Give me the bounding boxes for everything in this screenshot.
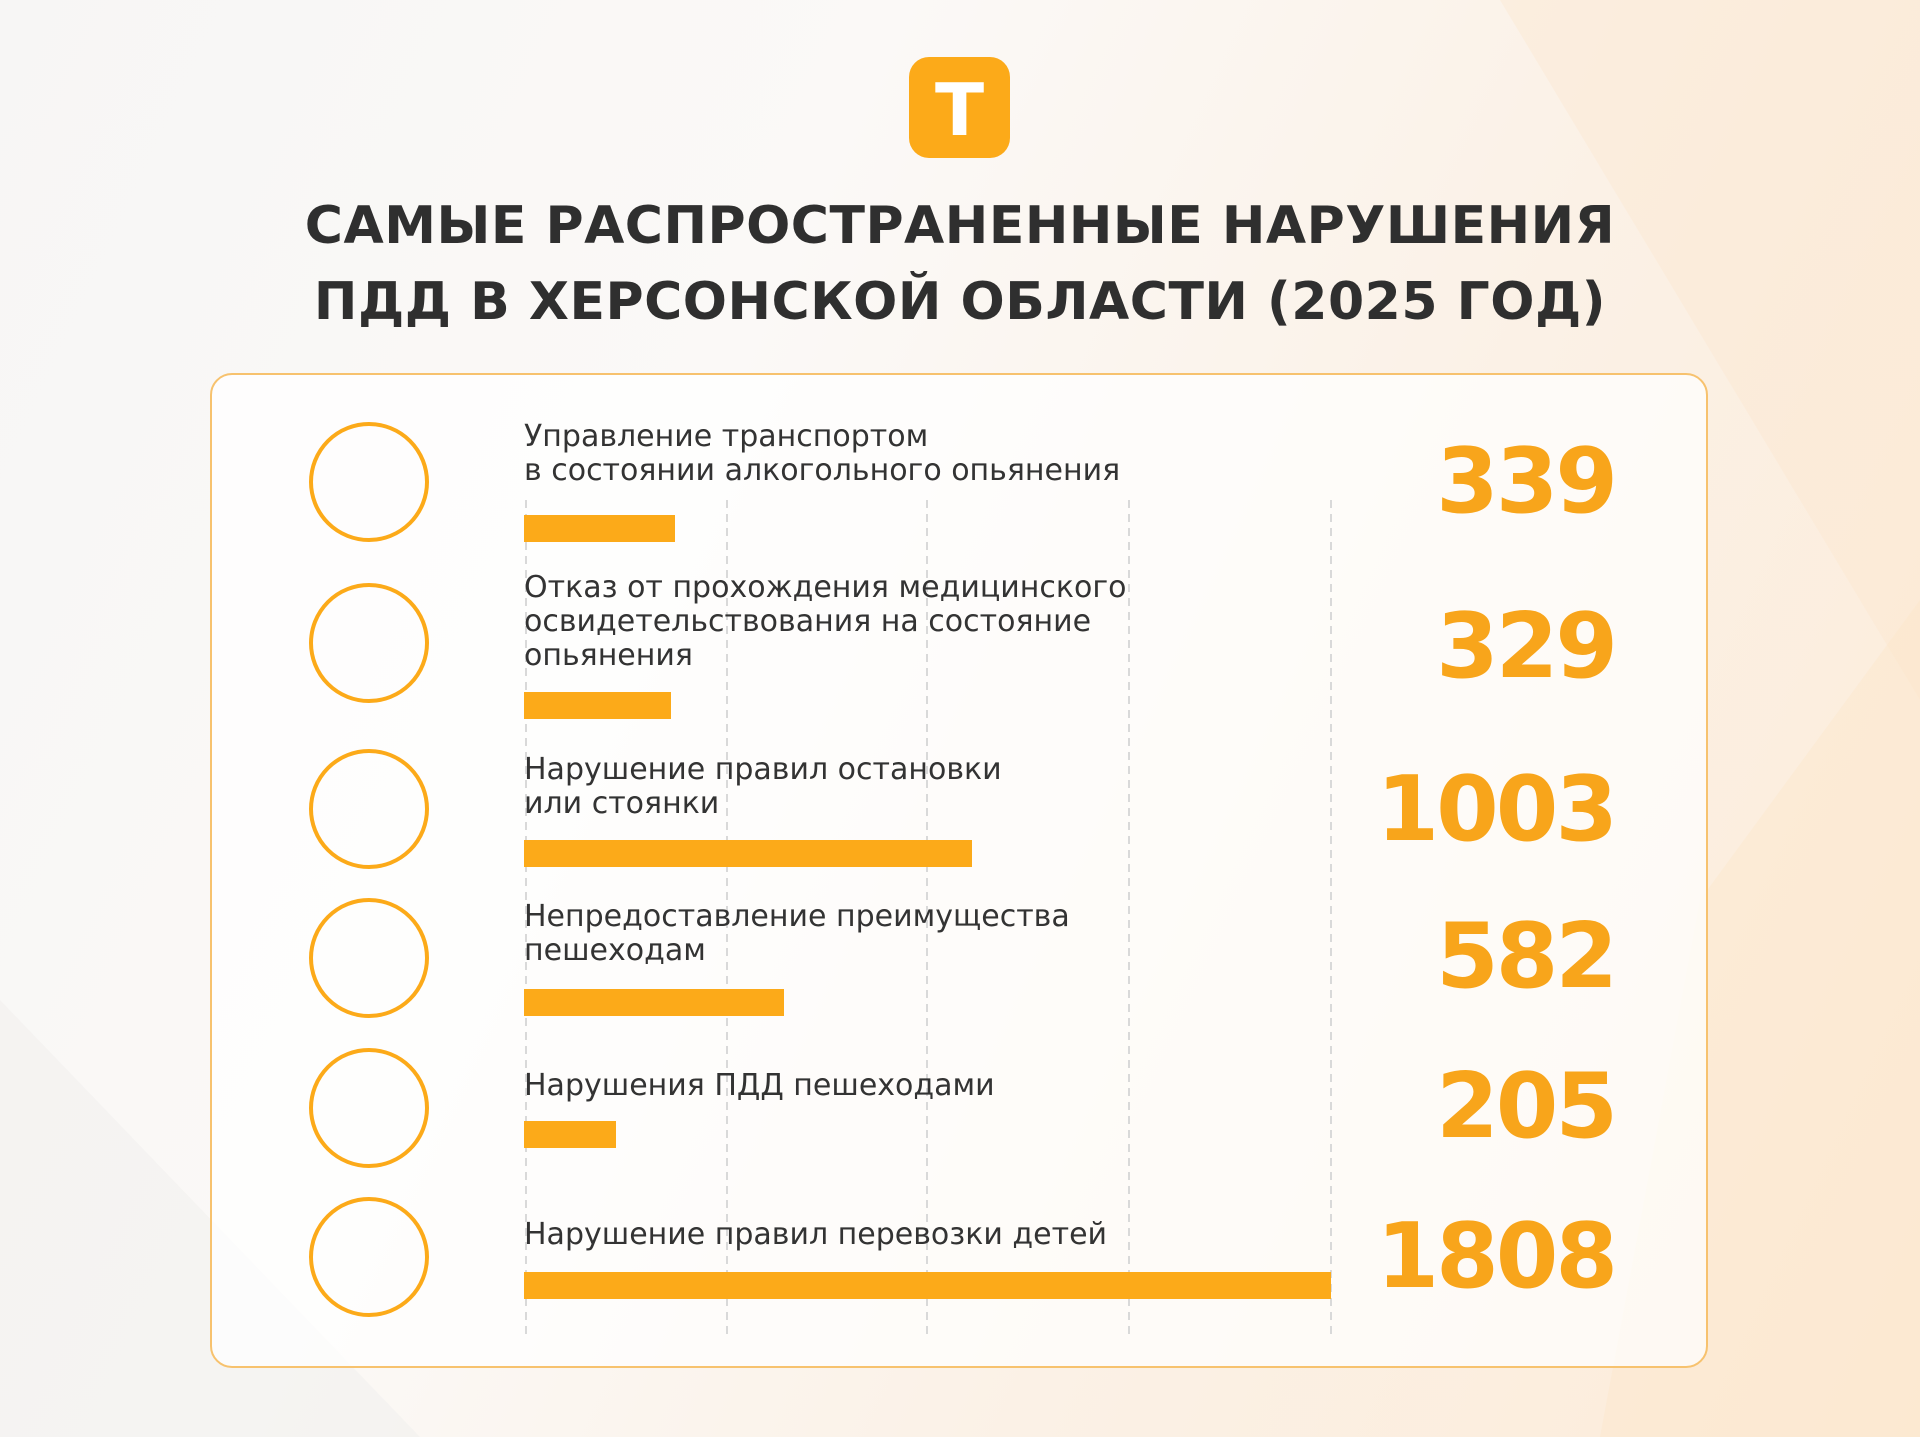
- bar-category-label: Отказ от прохождения медицинского освиде…: [524, 570, 1127, 673]
- brand-logo: Т: [909, 57, 1010, 158]
- page-title: САМЫЕ РАСПРОСТРАНЕННЫЕ НАРУШЕНИЯ ПДД В Х…: [304, 196, 1616, 332]
- bar: [524, 1272, 1331, 1299]
- bar-category-label: Нарушения ПДД пешеходами: [524, 1068, 995, 1103]
- document-signature-icon: [309, 583, 429, 703]
- bar-value-label: 339: [1436, 429, 1618, 534]
- bar-value-label: 1003: [1376, 757, 1619, 862]
- bar-category-label: Управление транспортом в состоянии алког…: [524, 419, 1121, 488]
- chart-card: [210, 373, 1708, 1368]
- pedestrian-icon: [309, 898, 429, 1018]
- bar-category-label: Непредоставление преимущества пешеходам: [524, 899, 1070, 968]
- bar-value-label: 582: [1436, 904, 1618, 1009]
- bar-value-label: 205: [1436, 1054, 1618, 1159]
- bar: [524, 1121, 616, 1148]
- bar-value-label: 329: [1436, 594, 1618, 699]
- brand-logo-icon: Т: [935, 68, 984, 152]
- child-car-seat-icon: [309, 1197, 429, 1317]
- svg-text:Т: Т: [935, 68, 984, 152]
- bar: [524, 840, 972, 867]
- parking-icon: P: [309, 749, 429, 869]
- bar-category-label: Нарушение правил перевозки детей: [524, 1217, 1108, 1252]
- bar-value-label: 1808: [1376, 1204, 1619, 1309]
- alcohol-bottle-glass-icon: [309, 422, 429, 542]
- bar: [524, 515, 675, 542]
- bar: [524, 989, 784, 1016]
- crossed-pedestrian-icon: [309, 1048, 429, 1168]
- bar: [524, 692, 671, 719]
- bar-category-label: Нарушение правил остановки или стоянки: [524, 752, 1002, 821]
